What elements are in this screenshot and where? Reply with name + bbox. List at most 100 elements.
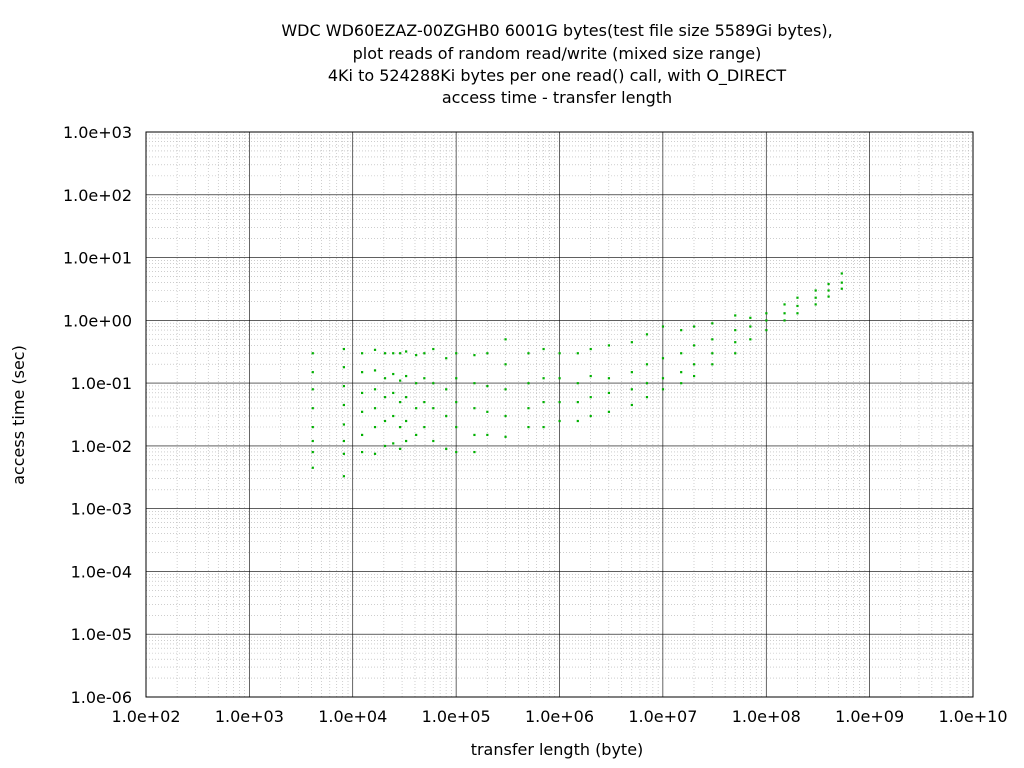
data-point: [589, 396, 592, 399]
data-point: [445, 388, 448, 391]
x-tick-label: 1.0e+09: [835, 707, 904, 726]
data-point: [630, 371, 633, 374]
data-point: [783, 319, 786, 322]
data-point: [486, 433, 489, 437]
data-point: [405, 350, 408, 353]
data-point: [311, 407, 314, 410]
data-point: [749, 325, 752, 328]
data-point: [576, 352, 579, 355]
data-point: [814, 289, 817, 292]
data-point: [542, 401, 545, 404]
data-points: [311, 272, 843, 478]
data-point: [630, 341, 633, 344]
data-point: [486, 384, 489, 388]
data-point: [415, 407, 418, 410]
x-tick-label: 1.0e+07: [628, 707, 697, 726]
y-tick-label: 1.0e-03: [71, 500, 132, 519]
data-point: [392, 391, 395, 395]
data-point: [661, 357, 665, 360]
x-tick-label: 1.0e+08: [732, 707, 801, 726]
data-point: [645, 363, 649, 366]
data-point: [734, 341, 737, 344]
data-point: [504, 388, 507, 391]
data-point: [558, 401, 561, 404]
data-point: [661, 377, 665, 380]
x-tick-label: 1.0e+04: [318, 707, 387, 726]
data-point: [415, 354, 418, 357]
y-tick-label: 1.0e+03: [63, 123, 132, 142]
data-point: [711, 352, 714, 355]
data-point: [423, 401, 426, 404]
x-tick-label: 1.0e+03: [215, 707, 284, 726]
data-point: [711, 363, 714, 366]
data-point: [783, 312, 786, 315]
x-axis-ticks: 1.0e+02 1.0e+03 1.0e+04 1.0e+05 1.0e+06 1.0e+…: [111, 707, 1007, 726]
data-point: [473, 407, 476, 410]
data-point: [542, 347, 545, 351]
data-point: [342, 366, 345, 369]
data-point: [827, 282, 830, 286]
y-tick-label: 1.0e-04: [71, 562, 132, 581]
data-point: [432, 382, 435, 385]
data-point: [486, 410, 489, 413]
chart-title-line-3: 4Ki to 524288Ki bytes per one read() cal…: [328, 66, 786, 86]
x-tick-label: 1.0e+02: [111, 707, 180, 726]
data-point: [405, 374, 408, 378]
chart-title-line-1: WDC WD60EZAZ-00ZGHB0 6001G bytes(test fi…: [281, 21, 832, 40]
data-point: [311, 450, 314, 454]
data-point: [645, 333, 649, 336]
data-point: [607, 377, 611, 380]
data-point: [558, 419, 561, 423]
x-tick-label: 1.0e+10: [938, 707, 1007, 726]
data-point: [473, 354, 476, 357]
data-point: [415, 433, 418, 437]
data-point: [399, 401, 402, 404]
data-point: [361, 450, 364, 454]
data-point: [711, 338, 714, 341]
data-point: [445, 414, 448, 418]
y-tick-label: 1.0e+00: [63, 311, 132, 330]
data-point: [527, 407, 530, 410]
data-point: [455, 352, 458, 355]
data-point: [504, 435, 507, 438]
data-point: [765, 329, 768, 332]
data-point: [455, 401, 458, 404]
data-point: [589, 414, 592, 418]
data-point: [576, 401, 579, 404]
data-point: [692, 363, 696, 366]
data-point: [645, 382, 649, 385]
data-point: [399, 447, 402, 450]
data-point: [311, 466, 314, 469]
data-point: [473, 382, 476, 385]
data-point: [311, 425, 314, 429]
x-tick-label: 1.0e+06: [525, 707, 594, 726]
data-point: [432, 439, 435, 443]
data-point: [373, 407, 377, 410]
chart-title: WDC WD60EZAZ-00ZGHB0 6001G bytes(test fi…: [281, 21, 832, 107]
data-point: [383, 419, 387, 423]
y-axis-label: access time (sec): [9, 345, 28, 485]
data-point: [311, 352, 314, 355]
data-point: [607, 410, 611, 413]
data-point: [527, 382, 530, 385]
data-point: [342, 347, 345, 351]
data-point: [473, 450, 476, 454]
data-point: [814, 303, 817, 306]
major-grid: [145, 131, 974, 698]
data-point: [399, 425, 402, 429]
data-point: [383, 396, 387, 399]
data-point: [405, 419, 408, 423]
data-point: [361, 352, 364, 355]
data-point: [796, 296, 799, 299]
data-point: [840, 287, 843, 290]
y-tick-label: 1.0e-05: [71, 625, 132, 644]
data-point: [373, 452, 377, 455]
data-point: [392, 442, 395, 445]
data-point: [399, 352, 402, 355]
data-point: [680, 382, 683, 385]
y-tick-label: 1.0e-01: [71, 374, 132, 393]
data-point: [607, 344, 611, 347]
data-point: [373, 388, 377, 391]
data-point: [680, 371, 683, 374]
data-point: [765, 319, 768, 322]
